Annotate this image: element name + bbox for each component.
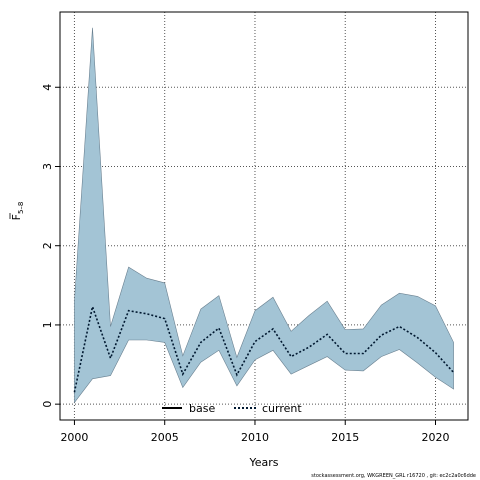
- x-tick-label-2015: 2015: [331, 431, 359, 444]
- svg-text:F5–8: F5–8: [10, 202, 25, 221]
- x-tick-label-2020: 2020: [422, 431, 450, 444]
- y-axis-title: F5–8: [9, 202, 25, 221]
- footer-credit: stockassessment.org, WKGREEN_GRL r16720 …: [311, 473, 476, 479]
- y-tick-label-3: 3: [41, 163, 54, 170]
- x-tick-label-2005: 2005: [151, 431, 179, 444]
- legend-current-label: current: [262, 402, 302, 415]
- current-series-line: [73, 303, 455, 393]
- legend-base-label: base: [189, 402, 215, 415]
- x-tick-label-2010: 2010: [241, 431, 269, 444]
- y-tick-label-2: 2: [41, 242, 54, 249]
- y-tick-label-4: 4: [41, 84, 54, 91]
- y-tick-label-0: 0: [41, 401, 54, 408]
- y-axis-title-sub: 5–8: [17, 202, 25, 214]
- axis-layer: 2000 2005 2010 2015 2020 0 1 2 3 4: [41, 84, 450, 444]
- legend: base current: [162, 402, 302, 415]
- x-tick-label-2000: 2000: [60, 431, 88, 444]
- plot-frame: [59, 11, 469, 421]
- grid-layer: [60, 12, 468, 420]
- series-line-layer: [73, 303, 455, 393]
- y-tick-label-1: 1: [41, 321, 54, 328]
- confidence-band-layer: [74, 27, 454, 404]
- y-axis-title-main: F: [10, 214, 23, 220]
- x-axis-title: Years: [248, 456, 278, 469]
- confidence-band: [74, 27, 454, 404]
